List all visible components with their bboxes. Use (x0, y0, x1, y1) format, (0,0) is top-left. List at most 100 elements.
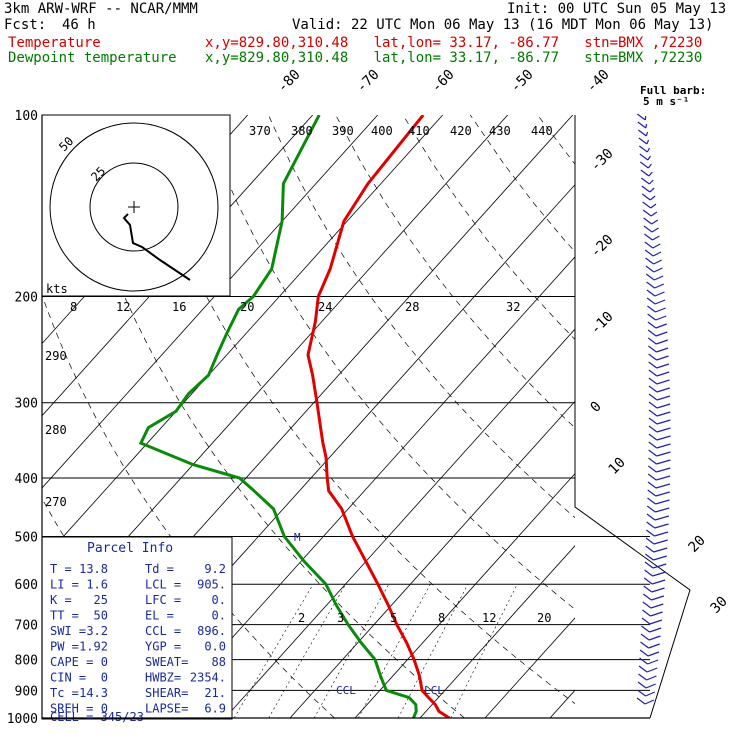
parcel-row-label: CCL = (145, 624, 181, 638)
m-level-marker: M (294, 531, 301, 544)
parcel-row-label: Td = (145, 562, 174, 576)
parcel-row-label: Tc = (50, 686, 79, 700)
theta-e-label: 410 (408, 124, 430, 138)
wind-barb-shaft (654, 531, 669, 537)
wind-barb-flag (643, 585, 653, 593)
wind-barb-shaft (647, 163, 652, 169)
dry-adiabat (537, 115, 575, 165)
wind-barb-flag (648, 345, 657, 353)
mixing-ratio-line (313, 584, 390, 718)
theta-e-label: 390 (332, 124, 354, 138)
wind-barb-flag (641, 617, 651, 625)
wind-barb-flag (648, 449, 657, 457)
wind-barb-shaft (644, 699, 655, 705)
wind-barb-shaft (650, 603, 664, 609)
isotherm-line (289, 400, 575, 718)
parcel-row-value: 2354. (190, 671, 226, 685)
wind-barb-shaft (656, 419, 671, 425)
wind-barb-flag (648, 417, 658, 425)
wind-barb-flag (637, 121, 647, 129)
parcel-row-value: 0. (212, 593, 226, 607)
wind-barb-flag (640, 177, 650, 185)
wind-barb-flag (638, 137, 648, 145)
wind-barb-shaft (648, 643, 660, 649)
wind-barb-shaft (650, 203, 657, 209)
isotherm-tick-label: -70 (354, 67, 383, 96)
hodograph-trace (122, 213, 191, 281)
wind-barb-flag (647, 329, 657, 337)
wind-barb-shaft (652, 563, 667, 569)
isotherm-line (224, 328, 575, 718)
wind-barb-shaft (656, 435, 671, 441)
parcel-row-label: K = (50, 593, 72, 607)
wind-barb-flag (641, 625, 650, 633)
wind-barb-shaft (655, 315, 667, 321)
isotherm-tick-label: -80 (275, 67, 304, 96)
isotherm-line (549, 689, 575, 718)
wind-barb-shaft (653, 259, 662, 265)
parcel-row-label: PW = (50, 640, 79, 654)
wind-barb-shaft (652, 235, 660, 241)
wind-barb-flag (647, 481, 657, 489)
wind-barb-flag (639, 153, 649, 161)
pressure-tick-label: 400 (15, 472, 38, 487)
wind-barb-flag (646, 529, 655, 537)
parcel-row-label: LFC = (145, 593, 181, 607)
wind-barb-shaft (656, 467, 671, 473)
pressure-tick-label: 600 (15, 578, 38, 593)
parcel-row-label: LCL = (145, 578, 181, 592)
wind-barb-flag (648, 377, 658, 385)
dry-adiabat (470, 115, 575, 253)
wind-barb-shaft (656, 339, 668, 345)
wind-barb-flag (642, 201, 652, 209)
wind-barb-flag (640, 641, 649, 649)
parcel-row-value: 14.3 (79, 686, 108, 700)
wind-barb-shaft (656, 355, 669, 361)
wind-barb-shaft (651, 579, 666, 585)
pressure-tick-label: 900 (15, 684, 38, 699)
wind-barb-flag (648, 433, 658, 441)
parcel-row-value: 50 (94, 609, 108, 623)
mixing-ratio-line (450, 584, 518, 718)
wind-barb-flag (646, 289, 656, 297)
wind-barb-flag (644, 569, 653, 577)
pressure-tick-label: 200 (15, 291, 38, 306)
wind-barb-shaft (655, 499, 670, 505)
wind-barb-flag (648, 425, 658, 433)
wind-barb-shaft (650, 211, 658, 217)
lcl-marker: LCL (424, 684, 444, 697)
parcel-row-value: 1.92 (79, 640, 108, 654)
mixing-ratio-label: 5 (390, 611, 397, 625)
wind-barb-shaft (654, 299, 666, 305)
wind-barb-flag (648, 409, 658, 417)
hodograph-speed-tick: 28 (405, 300, 419, 314)
parcel-row-value: 896. (197, 624, 226, 638)
isotherm-tick-label: 10 (606, 455, 629, 478)
isotherm-tick-label: 0 (588, 399, 605, 416)
isotherm-line (42, 115, 378, 489)
wind-barb-flag (644, 241, 654, 249)
dry-adiabat (268, 115, 575, 519)
wind-barb-flag (648, 457, 657, 465)
isotherm-tick-label: -20 (588, 232, 617, 261)
wind-barb-flag (646, 281, 655, 289)
theta-e-left-label: 270 (45, 495, 67, 509)
isotherm-line (484, 617, 575, 718)
wind-barb-shaft (649, 619, 663, 625)
wind-barb-shaft (656, 411, 671, 417)
mixing-ratio-label: 3 (337, 611, 344, 625)
temperature-legend: Temperature (8, 35, 101, 51)
wind-barb-shaft (649, 195, 656, 201)
wind-barb-shaft (655, 507, 670, 513)
parcel-row-label: SWI = (50, 624, 86, 638)
dewpoint-location: x,y=829.80,310.48 lat,lon= 33.17, -86.77… (205, 50, 703, 66)
wind-barb-shaft (656, 363, 670, 369)
plot-frame (41, 115, 650, 719)
isotherm-tick-label: 20 (686, 533, 709, 556)
wind-barb-shaft (654, 275, 664, 281)
isotherm-tick-label: -10 (588, 309, 617, 338)
hodograph-speed-tick: 32 (506, 300, 520, 314)
theta-e-label: 370 (249, 124, 271, 138)
hodograph-center-marker (128, 201, 140, 213)
hodograph-ring (49, 122, 219, 292)
